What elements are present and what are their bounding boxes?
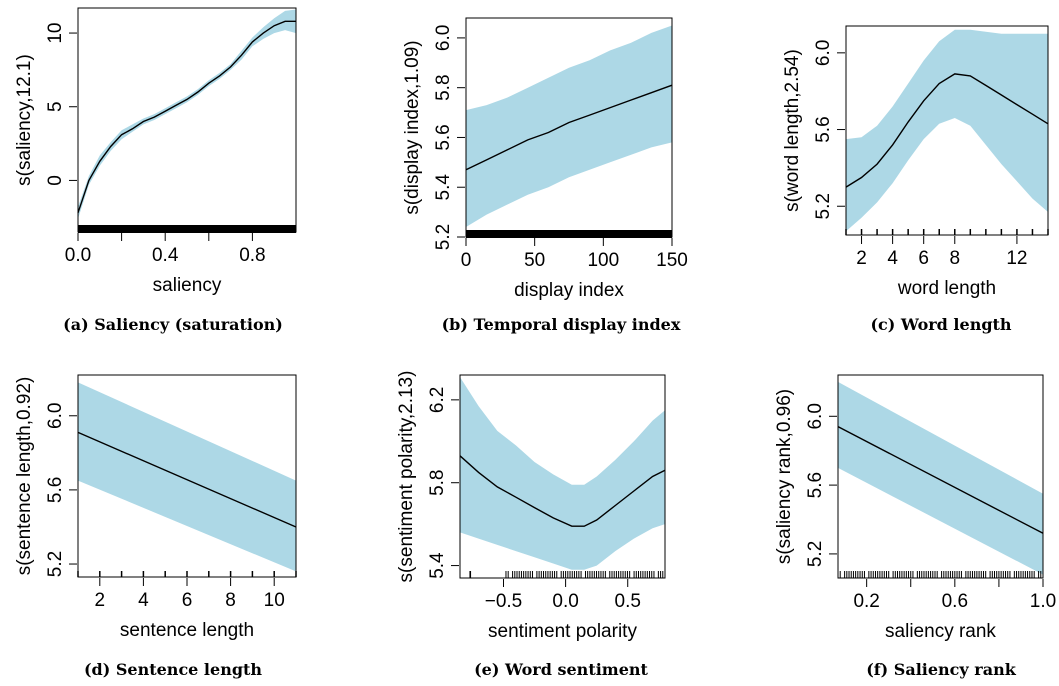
smooth-line <box>77 20 296 214</box>
x-tick-label: 1.0 <box>1030 591 1056 612</box>
plot-frame <box>837 374 1044 579</box>
confidence-band <box>460 377 665 570</box>
x-axis-label: display index <box>514 280 624 301</box>
subfigure-caption: (e) Word sentiment <box>474 660 648 679</box>
x-tick-label: 0.0 <box>552 591 578 612</box>
y-axis-label: s(sentence length,0.92) <box>14 377 35 576</box>
x-axis-label: saliency <box>153 275 222 296</box>
y-tick-label: 0 <box>45 175 66 186</box>
y-tick-label: 6.0 <box>433 25 454 51</box>
x-tick-label: 150 <box>656 250 688 271</box>
y-tick-label: 5.6 <box>813 116 834 142</box>
x-tick-label: 0.6 <box>942 591 968 612</box>
x-tick-label: 2 <box>856 248 867 269</box>
y-tick-label: 5.6 <box>45 477 66 503</box>
x-tick-label: 10 <box>264 590 285 611</box>
smooth-line <box>837 425 1044 534</box>
subfigure-caption: (d) Sentence length <box>84 660 262 679</box>
x-tick-label: −0.5 <box>485 591 523 612</box>
x-tick-label: 0.2 <box>853 591 879 612</box>
y-tick-label: 10 <box>45 22 66 43</box>
x-tick-label: 0.4 <box>152 245 179 266</box>
x-tick-label: 6 <box>918 248 929 269</box>
y-axis-label: s(sentiment polarity,2.13) <box>396 371 417 583</box>
y-tick-label: 5.6 <box>805 472 826 498</box>
x-tick-label: 8 <box>225 590 236 611</box>
y-tick-label: 6.0 <box>813 40 834 66</box>
chart-panel-3: 2 4 6 8 12 word length 5.2 5.6 6.0 s(word length,… <box>782 25 1049 334</box>
smooth-line <box>845 73 1049 188</box>
chart-panel-4: 2 4 6 8 10 sentence length 5.2 5.6 6.0 s(sentence… <box>14 374 297 679</box>
x-tick-label: 50 <box>524 250 545 271</box>
x-tick-label: 4 <box>887 248 898 269</box>
y-tick-label: 5.2 <box>805 541 826 567</box>
confidence-band <box>78 9 296 219</box>
chart-panel-2: 0 50 100 150 display index 5.2 5.4 5.6 5.8 6.0 s(d… <box>402 17 688 334</box>
subfigure-caption: (b) Temporal display index <box>442 315 681 334</box>
subfigure-caption: (c) Word length <box>870 315 1011 334</box>
x-tick-label: 100 <box>587 250 619 271</box>
confidence-band <box>838 381 1043 575</box>
plot-frame <box>459 374 666 579</box>
chart-panel-5: −0.5 0.0 0.5 sentiment polarity 5.4 5.8 6.2 s(s… <box>396 371 666 679</box>
x-tick-label: 12 <box>1006 248 1027 269</box>
x-axis-label: saliency rank <box>885 621 996 642</box>
x-tick-label: 0.8 <box>239 245 265 266</box>
x-tick-label: 4 <box>138 590 149 611</box>
y-tick-label: 5.4 <box>433 174 454 201</box>
chart-panel-1: 0.0 0.4 0.8 saliency 0 5 10 s(saliency,12.1) (a)… <box>14 7 297 334</box>
x-axis-label: sentence length <box>120 620 254 641</box>
confidence-band <box>846 29 1048 232</box>
plot-frame <box>845 25 1049 236</box>
y-tick-label: 6.2 <box>427 387 448 413</box>
y-axis-label: s(saliency rank,0.96) <box>774 389 795 564</box>
y-axis-label: s(word length,2.54) <box>782 49 803 212</box>
y-tick-label: 5.8 <box>433 74 454 100</box>
y-tick-label: 5.4 <box>427 552 448 579</box>
y-tick-label: 6.0 <box>45 403 66 429</box>
y-tick-label: 5.8 <box>427 470 448 496</box>
x-tick-label: 2 <box>95 590 106 611</box>
smooth-line <box>465 84 673 171</box>
x-tick-label: 0.5 <box>615 591 641 612</box>
plot-frame <box>77 7 297 233</box>
y-axis-label: s(display index,1.09) <box>402 40 423 214</box>
y-tick-label: 5.2 <box>433 224 454 250</box>
x-tick-label: 0 <box>461 250 472 271</box>
confidence-band <box>466 25 672 227</box>
x-tick-label: 6 <box>182 590 193 611</box>
y-tick-label: 5.6 <box>433 124 454 150</box>
chart-panel-6: 0.2 0.6 1.0 saliency rank 5.2 5.6 6.0 s(salienc… <box>774 374 1056 679</box>
x-axis-label: word length <box>897 278 996 299</box>
y-tick-label: 5 <box>45 101 66 112</box>
y-tick-label: 5.2 <box>813 193 834 219</box>
x-tick-label: 8 <box>949 248 960 269</box>
subfigure-caption: (a) Saliency (saturation) <box>63 315 283 334</box>
x-axis-label: sentiment polarity <box>488 621 637 642</box>
y-tick-label: 6.0 <box>805 403 826 429</box>
subfigure-caption: (f) Saliency rank <box>866 660 1017 679</box>
smooth-line <box>459 455 666 527</box>
x-tick-label: 0.0 <box>65 245 91 266</box>
rug-marks <box>78 225 296 233</box>
y-tick-label: 5.2 <box>45 551 66 577</box>
rug-marks <box>466 230 672 238</box>
confidence-band <box>78 382 296 572</box>
y-axis-label: s(saliency,12.1) <box>14 54 35 186</box>
smooth-line <box>77 431 297 528</box>
